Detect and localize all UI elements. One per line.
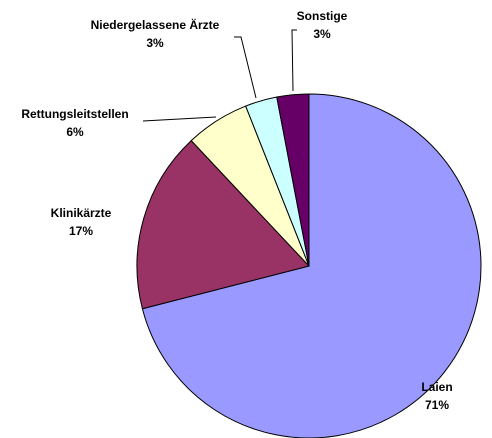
slice-value-label: 6% [66,125,84,139]
slice-label: Sonstige [297,9,348,23]
pie-slice [141,93,482,438]
pie-slice [276,93,310,267]
leader-line [234,36,257,99]
slice-label: Niedergelassene Ärzte [91,17,220,32]
pie-slice [136,139,310,310]
slice-value-label: 71% [425,398,449,412]
slice-label: Rettungsleitstellen [21,107,128,121]
slice-value-label: 3% [146,36,164,50]
leader-line [142,116,217,122]
slice-value-label: 17% [69,224,93,238]
leader-line [291,29,297,92]
slice-label: Laien [421,380,452,394]
slice-label: Klinikärzte [51,206,112,220]
slice-value-label: 3% [313,27,331,41]
